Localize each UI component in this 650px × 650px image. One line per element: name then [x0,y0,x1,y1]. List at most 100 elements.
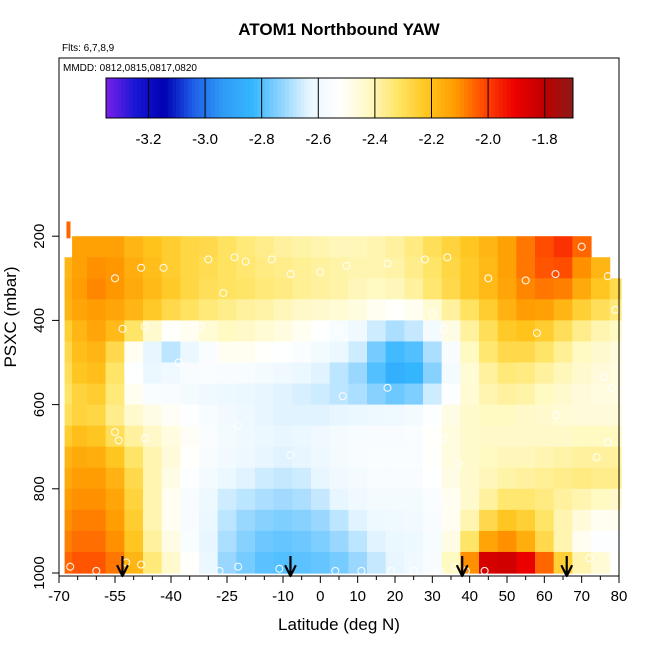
heatmap-cell [348,467,368,490]
heatmap-cell [217,530,237,553]
heatmap-cell [236,488,256,511]
colorbar-segment [300,78,305,118]
heatmap-cell [497,383,517,406]
heatmap-cell [553,467,573,490]
colorbar-segment [351,78,356,118]
colorbar-segment [222,78,228,118]
heatmap-cell [572,383,592,406]
colorbar-segment [106,78,111,118]
edge-sample-cell [66,221,71,239]
heatmap-cell [423,383,443,406]
heatmap-cell [124,404,144,427]
colorbar-segment [479,78,484,118]
heatmap-cell [292,362,312,385]
colorbar-segment [522,78,527,118]
heatmap-cell [143,404,163,427]
heatmap-cell [64,404,73,427]
heatmap-cell [572,299,592,321]
heatmap-cell [143,362,163,385]
heatmap-cell [124,383,144,406]
heatmap-cell [329,320,349,343]
heatmap-cell [404,257,424,279]
heatmap-cell [572,362,592,385]
heatmap-cell [441,467,461,490]
heatmap-cell [255,341,275,364]
heatmap-cell [385,299,405,321]
sample-circle [607,550,616,559]
heatmap-cell [516,509,536,532]
colorbar-segment [183,78,189,118]
heatmap-cell [236,509,256,532]
sample-circle [603,272,612,281]
heatmap-cell [553,425,573,448]
heatmap-cell [553,362,573,385]
heatmap-cell [404,383,424,406]
colorbar-segment [331,78,337,118]
heatmap-cell [591,425,611,448]
heatmap-cell [460,509,480,532]
heatmap-cell [64,488,73,511]
heatmap-cell [535,446,555,469]
colorbar-segment [537,78,543,118]
heatmap-cell [72,257,88,279]
heatmap-cell [292,320,312,343]
x-tick-label: -40 [160,588,182,605]
sample-circle [286,270,295,279]
heatmap-cell [572,467,592,490]
sample-circle [118,324,127,333]
heatmap-cell [87,446,107,469]
heatmap-cell [441,509,461,532]
heatmap-cell [255,362,275,385]
heatmap-cell [479,551,499,574]
colorbar-segment [238,78,243,118]
heatmap-cell [273,488,293,511]
circle-markers [66,242,624,575]
heatmap-cell [404,320,424,343]
heatmap-cell [236,467,256,490]
heatmap-cell [217,467,237,490]
heatmap-cell [64,257,73,279]
heatmap-cell [460,257,480,279]
heatmap-cell [404,278,424,300]
heatmap-cell [87,425,107,448]
heatmap-cell [348,488,368,511]
heatmap-cell [143,446,163,469]
colorbar-segment [514,78,520,118]
heatmap-cell [292,404,312,427]
heatmap-cell [367,257,387,279]
sample-circle [204,438,213,447]
colorbar-tick-label: -2.0 [475,131,501,148]
heatmap-cell [180,488,200,511]
heatmap-cell [479,299,499,321]
heatmap-cell [255,299,275,321]
heatmap-cell [311,341,331,364]
heatmap-cell [64,530,73,553]
heatmap-cell [535,551,555,574]
heatmap-cell [255,551,275,574]
colorbar-segment [187,78,193,118]
heatmap-cell [404,299,424,321]
heatmap-cell [236,530,256,553]
colorbar-segment [261,78,267,118]
heatmap-cell [441,236,461,258]
colorbar-segment [152,78,158,118]
heatmap-cell [348,404,368,427]
heatmap-cell [72,404,88,427]
sample-circle [334,324,344,333]
heatmap-cell [105,362,125,385]
heatmap-cell [385,509,405,532]
heatmap-cell [553,236,573,258]
heatmap-cell [609,362,622,385]
colorbar-tick-label: -2.6 [305,131,331,148]
heatmap-cell [329,341,349,364]
heatmap-cell [497,488,517,511]
heatmap-cell [255,383,275,406]
heatmap-cell [460,446,480,469]
heatmap-cell [72,509,88,532]
heatmap-cell [311,278,331,300]
heatmap-cell [609,530,622,553]
colorbar-segment [378,78,383,118]
heatmap-cell [72,299,88,321]
heatmap-cell [87,488,107,511]
x-tick-label: 80 [611,588,628,605]
